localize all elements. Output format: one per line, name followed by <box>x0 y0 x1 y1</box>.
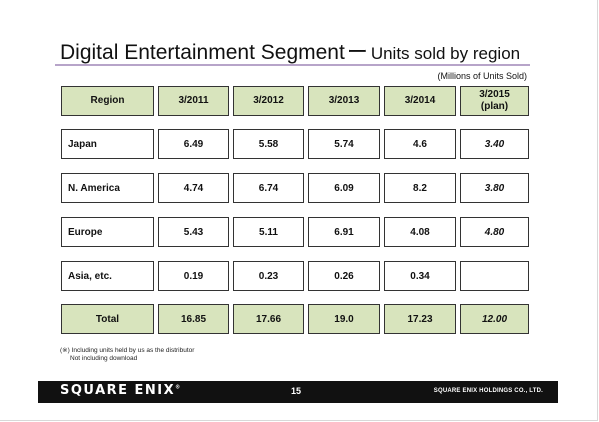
header-3-2014: 3/2014 <box>384 86 456 116</box>
namerica-3-2013: 6.09 <box>308 173 380 203</box>
table-row-europe-region: Europe <box>61 217 154 247</box>
footer-bar <box>38 381 558 403</box>
total-3-2012: 17.66 <box>233 304 304 334</box>
japan-3-2012: 5.58 <box>233 129 304 159</box>
total-3-2013: 19.0 <box>308 304 380 334</box>
asia-3-2012: 0.23 <box>233 261 304 291</box>
title-sub: Units sold by region <box>370 44 521 63</box>
total-3-2014: 17.23 <box>384 304 456 334</box>
slide-title: Digital Entertainment Segmentー Units sold… <box>60 36 520 66</box>
total-3-2015-plan: 12.00 <box>460 304 529 334</box>
header-3-2013: 3/2013 <box>308 86 380 116</box>
table-row-asia-region: Asia, etc. <box>61 261 154 291</box>
title-dash: ー <box>346 41 368 64</box>
namerica-3-2012: 6.74 <box>233 173 304 203</box>
japan-3-2015-plan: 3.40 <box>460 129 529 159</box>
table-row-japan-region: Japan <box>61 129 154 159</box>
logo-registered-mark: ® <box>175 384 181 391</box>
header-3-2015: 3/2015 <box>479 89 510 100</box>
table-row-namerica-region: N. America <box>61 173 154 203</box>
title-underline <box>55 64 530 66</box>
footnote-line-2: Not including download <box>70 355 138 362</box>
europe-3-2014: 4.08 <box>384 217 456 247</box>
europe-3-2011: 5.43 <box>158 217 229 247</box>
header-plan: (plan) <box>480 101 509 112</box>
europe-3-2012: 5.11 <box>233 217 304 247</box>
europe-3-2013: 6.91 <box>308 217 380 247</box>
asia-3-2015-plan <box>460 261 529 291</box>
unit-note: (Millions of Units Sold) <box>437 71 527 81</box>
logo-text: SQUARE ENIX <box>60 383 176 398</box>
japan-3-2014: 4.6 <box>384 129 456 159</box>
header-3-2015-plan: 3/2015 (plan) <box>460 86 529 116</box>
footnote: (※) Including units held by us as the di… <box>60 347 194 363</box>
header-3-2012: 3/2012 <box>233 86 304 116</box>
total-label: Total <box>61 304 154 334</box>
asia-3-2014: 0.34 <box>384 261 456 291</box>
total-3-2011: 16.85 <box>158 304 229 334</box>
company-name: SQUARE ENIX HOLDINGS CO., LTD. <box>433 388 543 394</box>
square-enix-logo: SQUARE ENIX® <box>60 383 180 398</box>
namerica-3-2015-plan: 3.80 <box>460 173 529 203</box>
footnote-line-1: (※) Including units held by us as the di… <box>60 347 195 354</box>
japan-3-2013: 5.74 <box>308 129 380 159</box>
europe-3-2015-plan: 4.80 <box>460 217 529 247</box>
japan-3-2011: 6.49 <box>158 129 229 159</box>
header-3-2011: 3/2011 <box>158 86 229 116</box>
namerica-3-2011: 4.74 <box>158 173 229 203</box>
asia-3-2013: 0.26 <box>308 261 380 291</box>
title-main: Digital Entertainment Segment <box>60 41 345 64</box>
asia-3-2011: 0.19 <box>158 261 229 291</box>
page-number: 15 <box>291 386 302 396</box>
namerica-3-2014: 8.2 <box>384 173 456 203</box>
header-region: Region <box>61 86 154 116</box>
